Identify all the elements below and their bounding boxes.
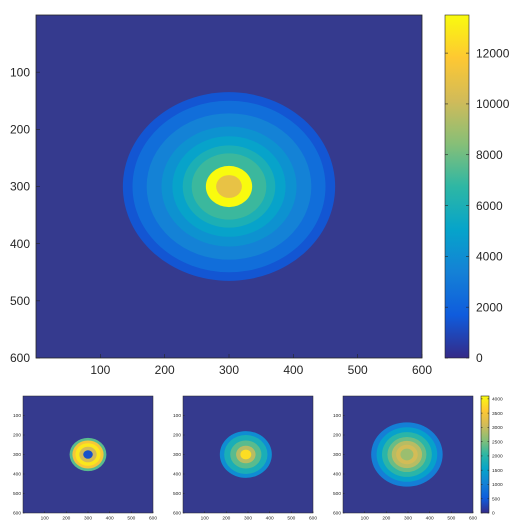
x-tick-label: 500 — [348, 363, 368, 377]
x-tick-label: 300 — [404, 515, 412, 521]
x-tick-label: 400 — [266, 515, 274, 521]
colorbar-tick-label: 6000 — [476, 199, 503, 213]
y-tick-label: 400 — [333, 472, 341, 478]
y-tick-label: 400 — [13, 472, 21, 478]
heatmap-ring-7 — [400, 448, 414, 461]
y-tick-label: 500 — [10, 294, 30, 308]
x-tick-label: 300 — [219, 363, 239, 377]
small-heatmap-panel-1: 100 200 300 400 500 600 100 200 300 400 500 600 — [13, 395, 157, 521]
x-tick-label: 300 — [244, 515, 252, 521]
colorbar-tick-label: 12000 — [476, 46, 510, 60]
y-tick-label: 200 — [173, 433, 181, 439]
y-tick-label: 600 — [333, 511, 341, 517]
colorbar-tick-label: 3000 — [492, 425, 503, 431]
colorbar-tick-label: 2000 — [476, 300, 503, 314]
main-heatmap-panel: 100 200 300 400 500 600 100 200 300 400 500 600 — [10, 14, 432, 377]
colorbar-tick-label: 3500 — [492, 411, 503, 417]
colorbar-tick-label: 8000 — [476, 148, 503, 162]
colorbar-tick-label: 2000 — [492, 454, 503, 460]
y-tick-label: 200 — [333, 433, 341, 439]
colorbar-tick-label: 1500 — [492, 468, 503, 474]
y-tick-label: 100 — [333, 413, 341, 419]
colorbar-tick-label: 1000 — [492, 482, 503, 488]
x-tick-label: 400 — [426, 515, 434, 521]
x-tick-label: 500 — [287, 515, 295, 521]
y-tick-label: 200 — [13, 433, 21, 439]
x-tick-label: 100 — [361, 515, 369, 521]
x-tick-label: 100 — [41, 515, 49, 521]
y-tick-label: 500 — [173, 491, 181, 497]
x-tick-label: 600 — [309, 515, 317, 521]
x-tick-label: 400 — [283, 363, 303, 377]
x-tick-label: 200 — [62, 515, 70, 521]
x-tick-label: 600 — [469, 515, 477, 521]
colorbar-gradient — [481, 396, 489, 513]
y-tick-label: 300 — [333, 452, 341, 458]
x-tick-label: 200 — [382, 515, 390, 521]
y-tick-label: 100 — [10, 65, 30, 79]
colorbar-tick-label: 500 — [492, 496, 500, 502]
x-tick-label: 600 — [149, 515, 157, 521]
small-heatmap-panel-2: 100 200 300 400 500 600 100 200 300 400 500 600 — [173, 395, 317, 521]
y-tick-label: 100 — [13, 413, 21, 419]
heatmap-ring-9 — [216, 175, 242, 198]
small-colorbar: 0 500 1000 1500 2000 2500 3000 3500 4000 — [480, 395, 503, 517]
x-tick-label: 200 — [155, 363, 175, 377]
colorbar-frame — [444, 14, 470, 359]
y-tick-label: 400 — [10, 237, 30, 251]
x-tick-label: 100 — [201, 515, 209, 521]
colorbar-frame — [480, 395, 490, 514]
heatmap-ring-5 — [83, 450, 93, 459]
colorbar-tick-label: 4000 — [492, 397, 503, 403]
y-tick-label: 300 — [10, 180, 30, 194]
x-tick-label: 500 — [127, 515, 135, 521]
x-tick-label: 600 — [412, 363, 432, 377]
colorbar-tick-label: 0 — [476, 351, 483, 365]
x-tick-label: 300 — [84, 515, 92, 521]
heatmap-ring-5 — [240, 449, 252, 460]
y-tick-label: 500 — [13, 491, 21, 497]
x-tick-label: 500 — [447, 515, 455, 521]
y-tick-label: 300 — [173, 452, 181, 458]
y-tick-label: 500 — [333, 491, 341, 497]
colorbar-tick-label: 4000 — [476, 250, 503, 264]
y-tick-label: 600 — [13, 511, 21, 517]
y-tick-label: 600 — [173, 511, 181, 517]
y-tick-label: 600 — [10, 351, 30, 365]
x-tick-label: 200 — [222, 515, 230, 521]
main-colorbar: 0 2000 4000 6000 8000 10000 12000 — [444, 14, 510, 365]
colorbar-tick-label: 0 — [492, 511, 495, 517]
small-heatmap-panel-3: 100 200 300 400 500 600 100 200 300 400 500 600 — [333, 395, 477, 521]
colorbar-tick-label: 10000 — [476, 97, 510, 111]
y-tick-label: 400 — [173, 472, 181, 478]
y-tick-label: 300 — [13, 452, 21, 458]
colorbar-gradient — [445, 15, 469, 358]
colorbar-tick-label: 2500 — [492, 439, 503, 445]
x-tick-label: 100 — [90, 363, 110, 377]
y-tick-label: 100 — [173, 413, 181, 419]
x-tick-label: 400 — [106, 515, 114, 521]
y-tick-label: 200 — [10, 123, 30, 137]
